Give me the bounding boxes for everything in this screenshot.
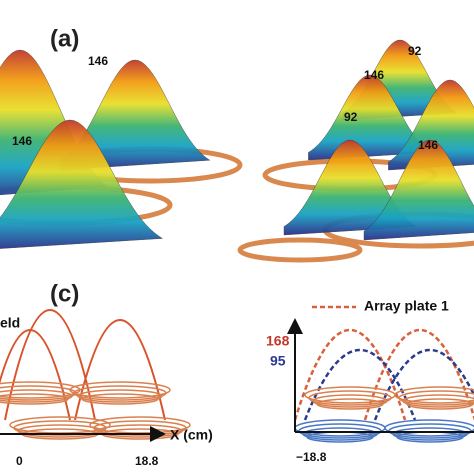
field-arc	[373, 348, 474, 421]
surface-plots	[0, 39, 474, 263]
tick-label: 18.8	[135, 454, 159, 468]
legend-text: Array plate 1	[364, 298, 449, 314]
coil-plate	[237, 237, 363, 263]
coil-ring	[398, 390, 474, 406]
coil-ring	[0, 385, 77, 401]
coil-ring	[302, 427, 378, 441]
surface-peak	[388, 79, 474, 171]
coil-ring	[384, 419, 474, 437]
field-arc	[363, 329, 474, 421]
legend-text: eld	[0, 315, 20, 331]
field-arc	[293, 329, 407, 421]
surface-peak	[0, 119, 164, 249]
peak-label: 146	[364, 68, 384, 82]
coil-ring	[77, 389, 163, 403]
panel-label: (c)	[50, 280, 79, 307]
coil-ring	[312, 394, 388, 408]
value-label: 95	[270, 353, 286, 369]
coil-ring	[394, 386, 474, 404]
value-label: 168	[266, 333, 290, 349]
tick-label: 0	[16, 454, 23, 468]
coil-ring	[73, 385, 167, 401]
coil-ring	[81, 393, 159, 405]
coil-ring	[17, 424, 103, 438]
axis-label: X (cm)	[170, 427, 213, 443]
field-arc	[4, 309, 96, 421]
coil-ring	[402, 394, 474, 408]
coil-ring	[316, 398, 384, 410]
tick-label: −18.8	[296, 450, 327, 464]
coil-ring	[0, 389, 73, 403]
coil-ring	[406, 398, 474, 410]
field-arc	[0, 329, 71, 421]
peak-label: 146	[12, 134, 32, 148]
panel-label: (a)	[50, 25, 79, 52]
peak-label: 146	[418, 138, 438, 152]
coil-ring	[97, 424, 183, 438]
coil-rings	[0, 309, 474, 443]
peak-label: 92	[344, 110, 358, 124]
field-arc	[74, 319, 166, 421]
coil-ring	[392, 427, 468, 441]
coil-ring	[0, 393, 69, 405]
surface-peak	[363, 139, 474, 241]
peak-label: 146	[88, 54, 108, 68]
coil-ring	[308, 390, 392, 406]
peak-label: 92	[408, 44, 422, 58]
